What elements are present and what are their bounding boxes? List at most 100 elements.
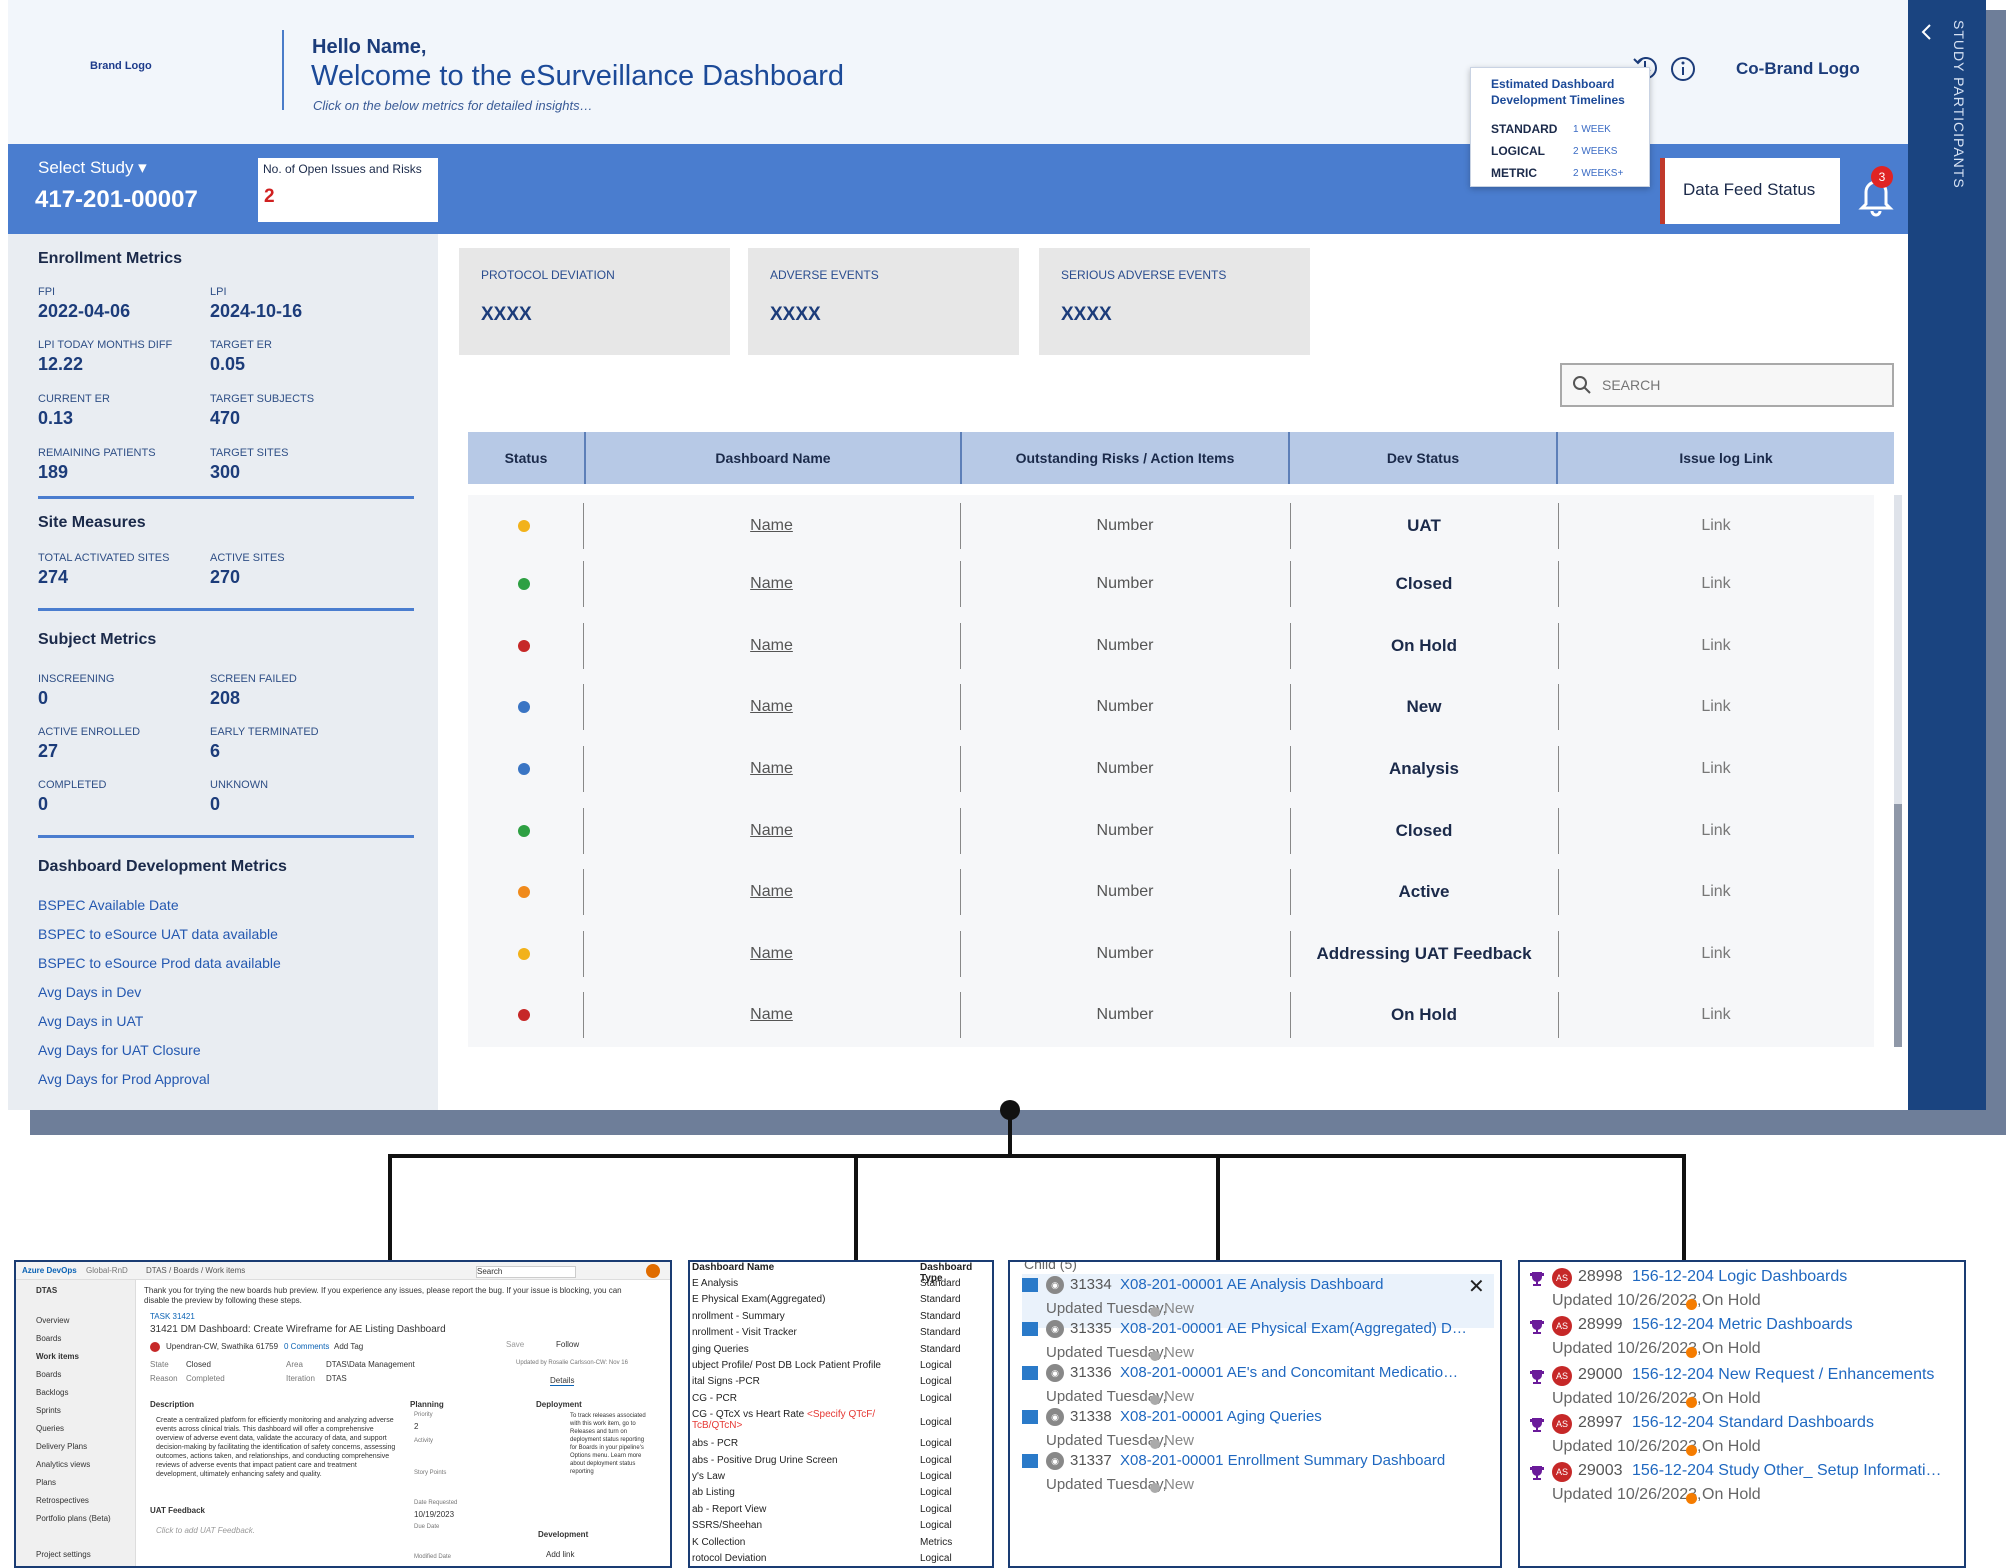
dev-metric-link[interactable]: Avg Days in Dev <box>38 984 142 1000</box>
table-row[interactable]: Name Number UAT Link <box>468 495 1874 557</box>
dashboard-name-link[interactable]: Name <box>750 698 793 715</box>
dashboard-name-link[interactable]: Name <box>750 945 793 962</box>
dev-metric-link[interactable]: BSPEC to eSource Prod data available <box>38 955 281 971</box>
metric-value[interactable]: 12.22 <box>38 354 84 374</box>
type-list-row[interactable]: abs - Positive Drug Urine Screen Logical <box>690 1455 992 1471</box>
issue-log-link[interactable]: Link <box>1701 760 1731 777</box>
date-requested-value[interactable]: 10/19/2023 <box>414 1510 455 1519</box>
table-row[interactable]: Name Number Analysis Link <box>468 738 1874 800</box>
item-title-link[interactable]: X08-201-00001 AE Analysis Dashboard <box>1120 1276 1384 1293</box>
metric-value[interactable]: 208 <box>210 688 241 708</box>
metric-value[interactable]: 0.13 <box>38 408 74 428</box>
type-list-row[interactable]: y's Law Logical <box>690 1471 992 1487</box>
table-scrollbar[interactable] <box>1894 495 1902 1047</box>
metric-value[interactable]: 270 <box>210 567 241 587</box>
description-text[interactable]: Create a centralized platform for effici… <box>156 1417 396 1478</box>
dev-metric-link[interactable]: Avg Days for Prod Approval <box>38 1071 210 1087</box>
feature-work-item[interactable]: AS 29003 156-12-204 Study Other_ Setup Inf… <box>1528 1462 1964 1520</box>
item-title-link[interactable]: X08-201-00001 AE's and Concomitant Medic… <box>1120 1364 1459 1381</box>
metric-value[interactable]: 300 <box>210 462 241 482</box>
dev-metric-link[interactable]: BSPEC Available Date <box>38 897 179 913</box>
metric-value[interactable]: 27 <box>38 741 59 761</box>
tab-details[interactable]: Details <box>550 1376 575 1386</box>
dashboard-name-link[interactable]: Name <box>750 637 793 654</box>
data-feed-status-button[interactable]: Data Feed Status <box>1660 158 1840 224</box>
ado-project[interactable]: DTAS <box>36 1286 58 1295</box>
nav-item[interactable]: Overview <box>36 1316 70 1325</box>
column-header[interactable]: Issue log Link <box>1679 450 1773 466</box>
area-value[interactable]: DTAS\Data Management <box>326 1360 415 1369</box>
ado-brand[interactable]: Azure DevOps <box>22 1266 77 1275</box>
table-row[interactable]: Name Number Closed Link <box>468 553 1874 615</box>
issue-log-link[interactable]: Link <box>1701 822 1731 839</box>
feature-work-item[interactable]: AS 28999 156-12-204 Metric Dashboards Updat… <box>1528 1316 1964 1374</box>
info-icon[interactable] <box>1668 54 1698 84</box>
save-button[interactable]: Save <box>506 1340 525 1349</box>
add-link-button[interactable]: Add link <box>546 1550 575 1559</box>
nav-item[interactable]: Retrospectives <box>36 1496 89 1505</box>
nav-item[interactable]: Sprints <box>36 1406 61 1415</box>
state-value[interactable]: Closed <box>186 1360 211 1369</box>
nav-item[interactable]: Plans <box>36 1478 57 1487</box>
metric-value[interactable]: 0 <box>38 688 49 708</box>
dashboard-name-link[interactable]: Name <box>750 517 793 534</box>
type-list-row[interactable]: ging Queries Standard <box>690 1344 992 1360</box>
issue-log-link[interactable]: Link <box>1701 637 1731 654</box>
close-icon[interactable]: ✕ <box>1468 1276 1485 1298</box>
item-title-link[interactable]: 156-12-204 Logic Dashboards <box>1632 1268 1848 1285</box>
nav-item[interactable]: Analytics views <box>36 1460 91 1469</box>
issue-log-link[interactable]: Link <box>1701 945 1731 962</box>
dashboard-name-link[interactable]: Name <box>750 575 793 592</box>
metric-value[interactable]: 0 <box>38 794 49 814</box>
issue-log-link[interactable]: Link <box>1701 883 1731 900</box>
type-list-row[interactable]: SSRS/Sheehan Logical <box>690 1520 992 1536</box>
nav-item[interactable]: Boards <box>36 1370 62 1379</box>
open-issues-box[interactable]: No. of Open Issues and Risks 2 <box>258 158 438 222</box>
issue-log-link[interactable]: Link <box>1701 575 1731 592</box>
search-input[interactable] <box>1602 365 1882 405</box>
metric-value[interactable]: 2022-04-06 <box>38 301 131 321</box>
column-header[interactable]: Dashboard Name <box>586 432 962 484</box>
type-list-row[interactable]: E Analysis Standard <box>690 1278 992 1294</box>
dashboard-name-link[interactable]: Name <box>750 760 793 777</box>
dev-metric-link[interactable]: Avg Days in UAT <box>38 1013 144 1029</box>
chevron-left-icon[interactable] <box>1917 22 1937 42</box>
ado-search[interactable]: Search <box>476 1266 576 1278</box>
type-list-row[interactable]: CG - QTcX vs Heart Rate <Specify QTcF/ T… <box>690 1409 992 1431</box>
type-list-row[interactable]: rotocol Deviation Logical <box>690 1553 992 1566</box>
table-row[interactable]: Name Number Active Link <box>468 861 1874 923</box>
item-title-link[interactable]: 156-12-204 Metric Dashboards <box>1632 1316 1853 1333</box>
type-list-row[interactable]: ab - Report View Logical <box>690 1504 992 1520</box>
study-selector[interactable]: Select Study ▾ <box>38 158 147 177</box>
dev-metric-link[interactable]: BSPEC to eSource UAT data available <box>38 926 278 942</box>
dashboard-name-link[interactable]: Name <box>750 1006 793 1023</box>
breadcrumb[interactable]: DTAS / Boards / Work items <box>146 1266 246 1275</box>
table-row[interactable]: Name Number Closed Link <box>468 800 1874 862</box>
metric-value[interactable]: 6 <box>210 741 221 761</box>
column-header[interactable]: Dev Status <box>1290 432 1558 484</box>
child-work-item[interactable]: ◉ 31334 X08-201-00001 AE Analysis Dashboar… <box>1022 1276 1492 1328</box>
nav-item[interactable]: Boards <box>36 1334 62 1343</box>
nav-item[interactable]: Project settings <box>36 1550 91 1559</box>
type-list-row[interactable]: nrollment - Summary Standard <box>690 1311 992 1327</box>
item-title-link[interactable]: 156-12-204 Standard Dashboards <box>1632 1414 1874 1431</box>
issue-log-link[interactable]: Link <box>1701 698 1731 715</box>
item-title-link[interactable]: X08-201-00001 Enrollment Summary Dashboa… <box>1120 1452 1446 1469</box>
item-title-link[interactable]: X08-201-00001 Aging Queries <box>1120 1408 1322 1425</box>
priority-value[interactable]: 2 <box>414 1422 419 1431</box>
type-list-row[interactable]: ab Listing Logical <box>690 1487 992 1503</box>
feature-work-item[interactable]: AS 28998 156-12-204 Logic Dashboards Update… <box>1528 1268 1964 1326</box>
metric-value[interactable]: 0.05 <box>210 354 246 374</box>
add-tag-button[interactable]: Add Tag <box>334 1342 364 1351</box>
child-work-item[interactable]: ◉ 31337 X08-201-00001 Enrollment Summary D… <box>1022 1452 1492 1504</box>
dashboard-name-link[interactable]: Name <box>750 822 793 839</box>
nav-item[interactable]: Delivery Plans <box>36 1442 88 1451</box>
column-header[interactable]: Outstanding Risks / Action Items <box>962 432 1290 484</box>
type-list-row[interactable]: E Physical Exam(Aggregated) Standard <box>690 1294 992 1310</box>
adverse-events-card[interactable]: ADVERSE EVENTS XXXX <box>748 248 1019 355</box>
metric-value[interactable]: 274 <box>38 567 69 587</box>
reason-value[interactable]: Completed <box>186 1374 225 1383</box>
scrollbar-thumb[interactable] <box>1894 804 1902 1047</box>
column-header[interactable]: Status <box>468 432 586 484</box>
metric-value[interactable]: 2024-10-16 <box>210 301 303 321</box>
